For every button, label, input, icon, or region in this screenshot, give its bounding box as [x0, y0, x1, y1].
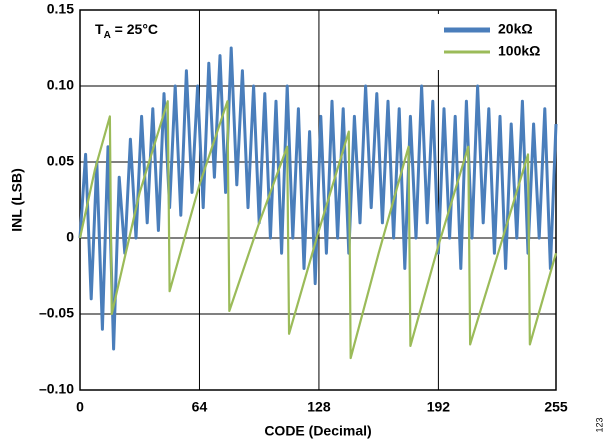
- x-tick-label: 64: [192, 399, 208, 415]
- x-axis-label: CODE (Decimal): [264, 423, 371, 439]
- x-tick-label: 255: [544, 399, 568, 415]
- legend-label: 20kΩ: [498, 21, 533, 37]
- y-tick-label: –0.10: [39, 381, 74, 397]
- legend-box: [436, 14, 554, 70]
- data-line: [78, 100, 558, 360]
- x-tick-label: 128: [307, 399, 331, 415]
- side-label: 123: [594, 417, 604, 432]
- plot-frame: [79, 9, 557, 391]
- y-tick-label: 0.15: [47, 1, 74, 17]
- data-line: [78, 46, 558, 351]
- y-tick-label: 0.05: [47, 153, 74, 169]
- y-tick-label: –0.05: [39, 305, 74, 321]
- annotation-main: T: [95, 21, 104, 37]
- y-tick-label: 0.10: [47, 77, 74, 93]
- annotation-rest: = 25°C: [111, 21, 158, 37]
- y-axis-label: INL (LSB): [9, 168, 25, 232]
- x-tick-label: 192: [427, 399, 451, 415]
- annotation: TA = 25°C: [95, 21, 158, 41]
- annotation-sub: A: [104, 30, 111, 41]
- x-tick-label: 0: [76, 399, 84, 415]
- legend-label: 100kΩ: [498, 43, 540, 59]
- y-tick-label: 0: [66, 229, 74, 245]
